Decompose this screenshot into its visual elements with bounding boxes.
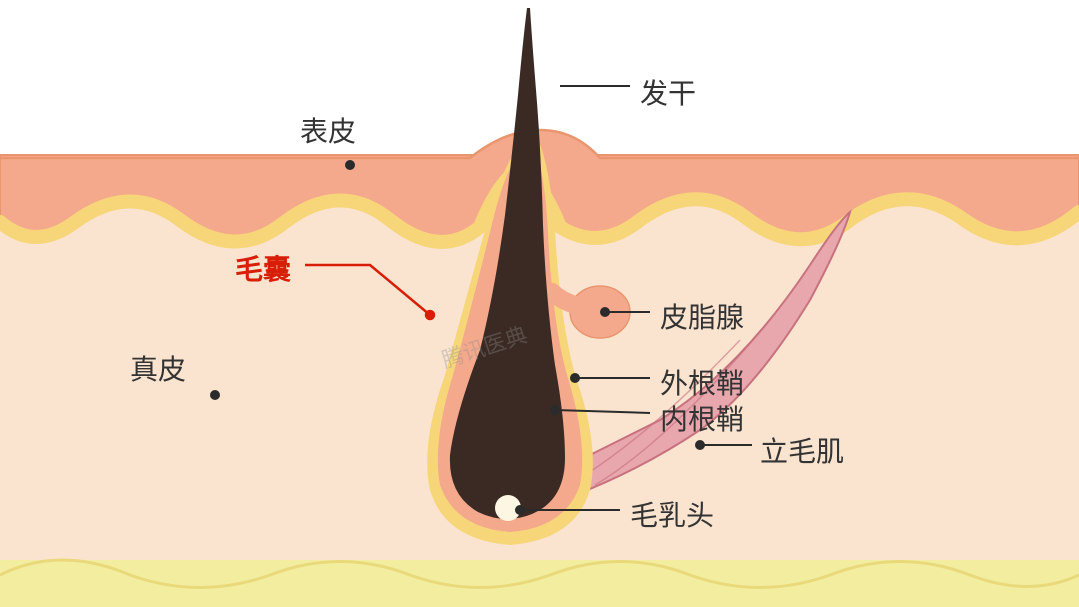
label-inner-root-sheath: 内根鞘: [660, 398, 744, 438]
label-follicle: 毛囊: [235, 248, 291, 288]
label-sebaceous-gland: 皮脂腺: [660, 296, 744, 336]
diagram-canvas: 发干 表皮 毛囊 皮脂腺 真皮 外根鞘 内根鞘 立毛肌 毛乳头 腾讯医典: [0, 0, 1079, 607]
label-dermal-papilla: 毛乳头: [630, 494, 714, 534]
label-outer-root-sheath: 外根鞘: [660, 362, 744, 402]
label-hair-shaft: 发干: [640, 72, 696, 112]
anatomy-svg: [0, 0, 1079, 607]
label-dermis: 真皮: [130, 348, 186, 388]
label-arrector-pili: 立毛肌: [760, 430, 844, 470]
label-epidermis: 表皮: [300, 110, 356, 150]
